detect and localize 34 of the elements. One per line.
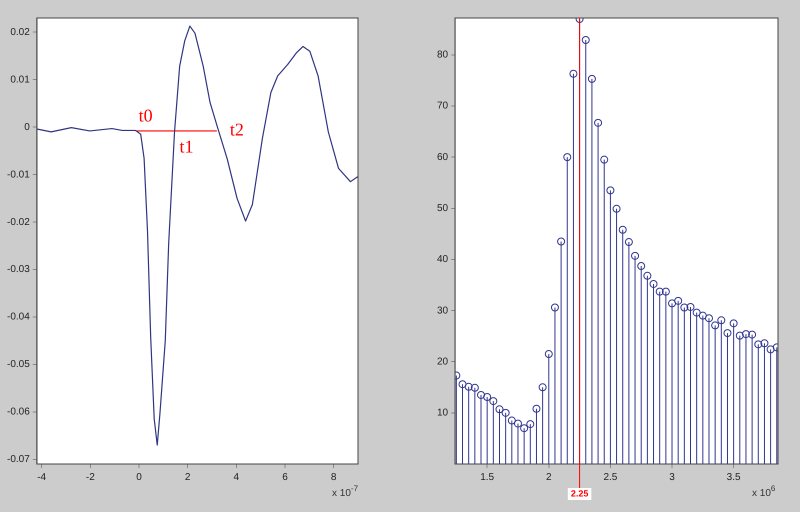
x-tick-label: 6 — [282, 472, 288, 483]
y-tick-label: 0 — [24, 122, 30, 133]
annotation: t2 — [230, 120, 244, 140]
x-tick-label: -4 — [37, 472, 47, 483]
y-tick-label: 50 — [437, 203, 449, 214]
y-tick-label: 80 — [437, 50, 449, 61]
y-tick-label: -0.04 — [6, 312, 30, 323]
y-tick-label: 60 — [437, 152, 449, 163]
y-tick-label: 10 — [437, 408, 449, 419]
annotation: t1 — [180, 136, 194, 157]
x-tick-label: 3 — [669, 472, 676, 483]
x-tick-label: 0 — [136, 472, 142, 483]
y-tick-label: -0.03 — [6, 264, 30, 276]
x-tick-label: 4 — [234, 472, 240, 483]
x-tick-label: 2.5 — [603, 472, 618, 483]
y-tick-label: 70 — [437, 100, 449, 112]
x-tick-label: -2 — [86, 472, 96, 483]
y-tick-label: -0.01 — [6, 169, 30, 180]
x-tick-label: 1.5 — [480, 472, 495, 483]
y-tick-label: 40 — [437, 254, 449, 266]
y-tick-label: 0.01 — [10, 74, 30, 86]
x-tick-label: 2 — [184, 472, 191, 483]
ref-line-label: 2.25 — [570, 488, 588, 498]
x-tick-label: 3.5 — [726, 472, 742, 483]
y-tick-label: 30 — [437, 305, 449, 316]
x-tick-label: 8 — [330, 472, 337, 483]
y-tick-label: -0.05 — [6, 359, 30, 370]
y-tick-label: -0.06 — [6, 406, 30, 418]
x-tick-label: 2 — [546, 472, 552, 483]
y-tick-label: -0.07 — [6, 454, 30, 466]
y-tick-label: 0.02 — [10, 26, 30, 38]
annotation: t0 — [138, 106, 153, 126]
y-tick-label: -0.02 — [6, 216, 30, 228]
y-tick-label: 20 — [437, 356, 449, 368]
